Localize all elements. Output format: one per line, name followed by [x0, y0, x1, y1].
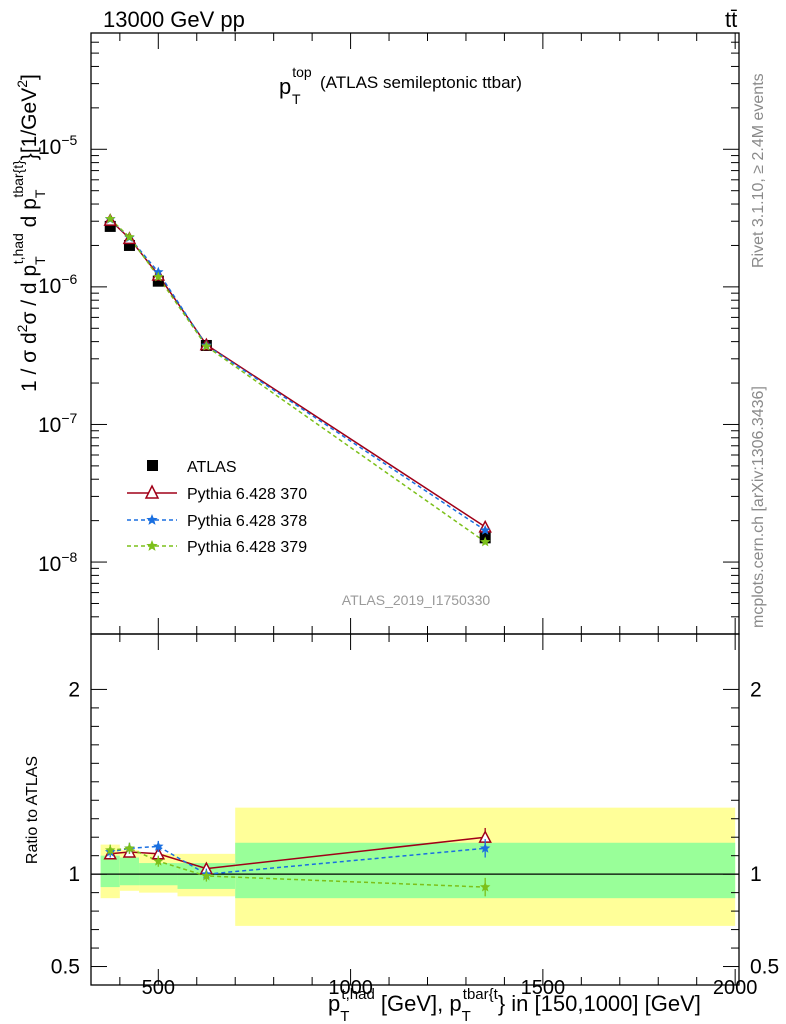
- ratio-point: [124, 842, 135, 853]
- main-y-tick-labels: 10−5 10−6 10−7 10−8: [38, 132, 78, 576]
- ratio-series-line: [110, 845, 486, 875]
- ratio-panel: 0.5 0.5 1 1 2 2 500 1000 1500 2000 Ratio to ATLAS…: [24, 633, 779, 1024]
- data-point: [104, 220, 116, 232]
- ratio-frame: [90, 633, 740, 986]
- y-tick-label: 10−7: [38, 410, 78, 437]
- x-tick-label: 1000: [328, 977, 373, 999]
- ratio-y-tick-label: 2: [68, 678, 80, 701]
- legend: ATLAS Pythia 6.428 370 Pythia 6.428 378 …: [127, 459, 307, 556]
- x-tick-label: 1500: [521, 977, 566, 999]
- data-point: [124, 231, 135, 242]
- legend-marker-star: [146, 514, 158, 525]
- ratio-y-axis-label: Ratio to ATLAS: [24, 756, 41, 864]
- main-panel: ptop T (ATLAS semileptonic ttbar) ATLAS_2…: [10, 32, 740, 635]
- series-line: [109, 218, 486, 531]
- main-series-layer: [103, 213, 492, 547]
- legend-label: ATLAS: [187, 459, 237, 476]
- data-point: [123, 239, 135, 251]
- data-point: [201, 340, 212, 351]
- y-tick-label: 10−8: [38, 549, 78, 576]
- ratio-point: [153, 855, 164, 866]
- series-line: [109, 218, 486, 543]
- ratio-y-tick-label-right: 1: [750, 863, 762, 886]
- ratio-uncertainty-bands: [100, 807, 736, 926]
- legend-entry-atlas: ATLAS: [147, 459, 237, 476]
- legend-entry-378: Pythia 6.428 378: [127, 513, 307, 530]
- main-axis-ticks: [91, 33, 739, 635]
- ratio-y-tick-label-right: 0.5: [750, 956, 779, 979]
- header-left: 13000 GeV pp: [103, 7, 245, 32]
- ratio-tick-labels: 0.5 0.5 1 1 2 2 500 1000 1500 2000: [51, 678, 779, 999]
- ratio-axis-ticks: [91, 634, 739, 985]
- legend-marker-star: [146, 540, 158, 551]
- legend-label: Pythia 6.428 379: [187, 539, 307, 556]
- data-point: [479, 524, 491, 535]
- header-right: tt̄: [725, 7, 737, 32]
- ratio-y-tick-label-right: 2: [750, 678, 762, 701]
- x-axis-label: pTt,had [GeV], pTtbar{t} in [150,1000] […: [328, 986, 701, 1024]
- data-point: [152, 275, 164, 287]
- legend-marker-triangle: [144, 484, 160, 499]
- ratio-point: [479, 881, 491, 892]
- analysis-watermark: ATLAS_2019_I1750330: [342, 592, 491, 608]
- legend-entry-379: Pythia 6.428 379: [127, 539, 307, 556]
- legend-marker-square: [147, 460, 158, 471]
- ratio-series-layer: [103, 827, 492, 897]
- ratio-y-tick-label: 1: [68, 863, 80, 886]
- ratio-point: [201, 870, 212, 881]
- data-point: [153, 271, 164, 282]
- ratio-point: [105, 844, 116, 855]
- main-title: ptop T: [279, 64, 312, 107]
- main-title-rest: (ATLAS semileptonic ttbar): [320, 73, 522, 92]
- legend-label: Pythia 6.428 378: [187, 513, 307, 530]
- x-tick-label: 500: [142, 977, 175, 999]
- ratio-point: [153, 840, 164, 851]
- y-tick-label: 10−6: [38, 271, 78, 298]
- mcplots-label: mcplots.cern.ch [arXiv:1306.3436]: [750, 386, 767, 628]
- band-inner: [119, 857, 140, 886]
- data-point: [479, 536, 491, 547]
- svg-text:1 / σ d2σ / d pTt,had d pTtbar: 1 / σ d2σ / d pTt,had d pTtbar{t}}[1/GeV…: [10, 74, 48, 392]
- rivet-version-label: Rivet 3.1.10, ≥ 2.4M events: [750, 73, 767, 268]
- legend-entry-370: Pythia 6.428 370: [127, 484, 307, 503]
- ratio-point: [479, 842, 491, 853]
- x-tick-label: 2000: [713, 977, 758, 999]
- legend-label: Pythia 6.428 370: [187, 486, 307, 503]
- band-inner: [100, 855, 120, 888]
- data-point: [105, 213, 116, 224]
- y-tick-label: 10−5: [38, 132, 78, 159]
- ratio-y-tick-label: 0.5: [51, 956, 80, 979]
- series-line: [109, 219, 486, 528]
- main-y-axis-label: 1 / σ d2σ / d pTt,had d pTtbar{t}}[1/GeV…: [10, 74, 48, 392]
